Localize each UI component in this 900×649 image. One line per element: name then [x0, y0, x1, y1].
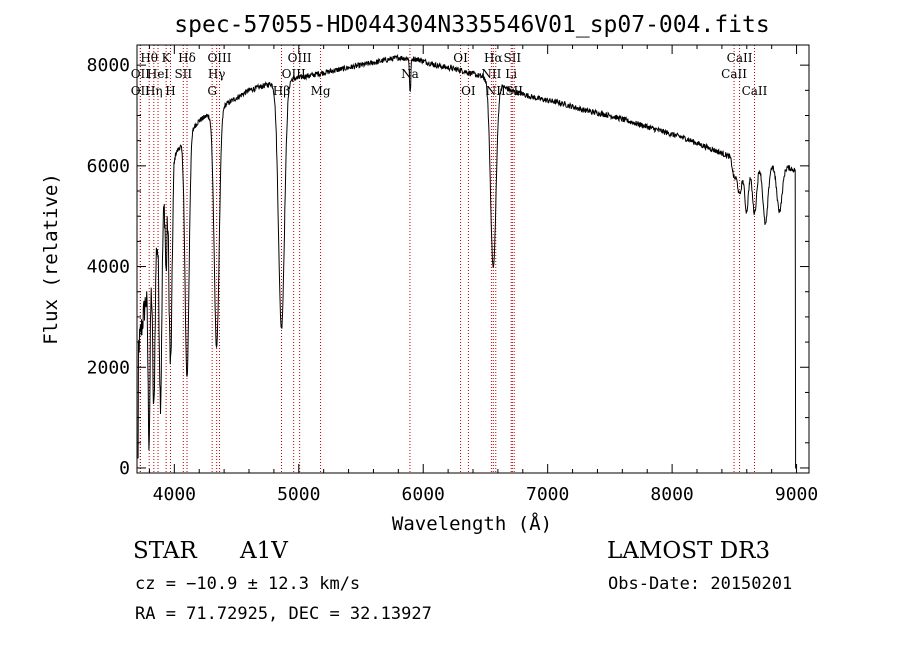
spectrum-line	[137, 53, 797, 469]
y-tick-label: 8000	[87, 55, 130, 76]
line-marker-label: NII	[486, 84, 506, 98]
line-marker-label: OIII	[288, 51, 312, 65]
line-marker-label: Hβ	[273, 84, 290, 98]
chart-title: spec-57055-HD044304N335546V01_sp07-004.f…	[174, 12, 769, 38]
plot-frame	[136, 44, 810, 474]
line-marker-label: Mg	[311, 84, 331, 98]
line-marker-label: OI	[461, 84, 476, 98]
object-subclass: A1V	[240, 538, 288, 564]
line-marker-label: Hη	[145, 84, 163, 98]
line-marker-label: K	[162, 51, 172, 65]
line-marker-label: NII	[481, 67, 501, 81]
line-marker-label: Na	[401, 67, 419, 81]
line-marker-label: OIII	[207, 51, 231, 65]
y-axis: 0 2000 4000 6000 8000	[87, 55, 809, 479]
line-marker-label: Li	[505, 67, 517, 81]
x-tick-label: 6000	[402, 484, 445, 505]
x-tick-label: 8000	[650, 484, 693, 505]
line-markers	[139, 45, 755, 473]
x-axis: 4000 5000 6000 7000 8000 9000	[148, 45, 818, 505]
x-tick-label: 7000	[526, 484, 569, 505]
y-tick-label: 2000	[87, 357, 130, 378]
coordinates: RA = 71.72925, DEC = 32.13927	[135, 604, 432, 624]
line-marker-label: OI	[453, 51, 468, 65]
observation-date: Obs-Date: 20150201	[608, 574, 793, 594]
line-marker-label: HeI	[147, 67, 170, 81]
y-tick-label: 6000	[87, 156, 130, 177]
x-axis-label: Wavelength (Å)	[392, 512, 552, 535]
object-class: STAR	[133, 538, 197, 564]
line-marker-label: CaII	[727, 51, 753, 65]
line-marker-label: Hθ	[140, 51, 158, 65]
line-marker-label: SII	[174, 67, 192, 81]
y-axis-label: Flux (relative)	[40, 173, 62, 345]
line-marker-label: CaII	[742, 84, 768, 98]
survey-name: LAMOST DR3	[607, 538, 771, 564]
line-marker-label: CaII	[721, 67, 747, 81]
line-marker-label: G	[207, 84, 217, 98]
line-marker-label: OII	[131, 84, 151, 98]
line-marker-label: SII	[505, 84, 523, 98]
line-marker-label: SII	[503, 51, 521, 65]
x-tick-label: 4000	[153, 484, 196, 505]
y-tick-label: 0	[119, 458, 130, 479]
x-tick-label: 5000	[277, 484, 320, 505]
line-marker-label: H	[165, 84, 175, 98]
line-marker-label: Hδ	[178, 51, 196, 65]
line-marker-label: Hα	[484, 51, 503, 65]
redshift-velocity: cz = −10.9 ± 12.3 km/s	[135, 574, 361, 594]
y-tick-label: 4000	[87, 257, 130, 278]
x-tick-label: 9000	[775, 484, 818, 505]
line-marker-label: OIII	[282, 67, 306, 81]
line-labels: OII OII Hθ Hη HeI K H SII Hδ G Hγ OIII Hβ OIII OIII Mg N…	[131, 51, 768, 98]
line-marker-label: OII	[131, 67, 151, 81]
line-marker-label: Hγ	[208, 67, 226, 81]
